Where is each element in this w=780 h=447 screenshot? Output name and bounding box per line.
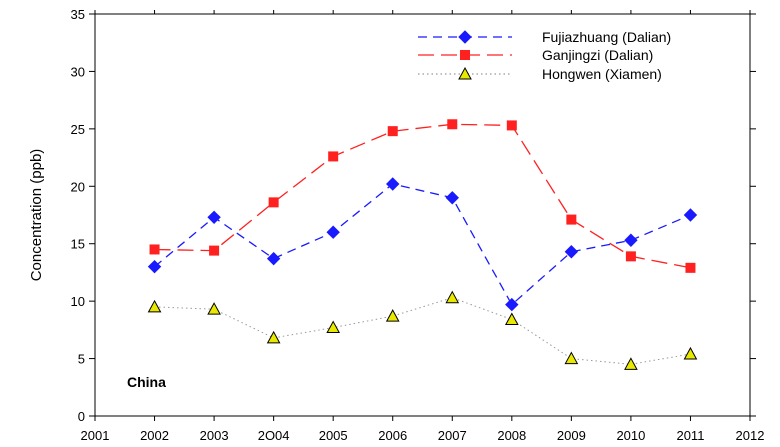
axes: [94, 13, 751, 417]
x-tick-label: 2009: [557, 428, 586, 443]
data-point-hongwen-2009: [564, 351, 579, 365]
ticks: 2001 2002 2003 2O04 2005 2006 2007 2008 2009 2010…: [71, 7, 765, 443]
data-point-fujiazhuang-2006: [386, 177, 400, 191]
series-line-hongwen: [154, 297, 691, 365]
data-point-fujiazhuang-2003: [207, 210, 221, 225]
data-point-fujiazhuang-2009: [564, 245, 579, 259]
data-point-hongwen-2006: [385, 309, 400, 322]
x-tick-label: 2010: [616, 428, 645, 443]
data-point-fujiazhuang-2005: [326, 225, 340, 239]
legend-marker-ganjingzi: [460, 50, 470, 60]
data-point-hongwen-2008: [504, 312, 519, 326]
data-point-hongwen-2007: [445, 290, 460, 304]
data-point-fujiazhuang-2007: [445, 191, 459, 205]
data-point-fujiazhuang-2004: [266, 251, 281, 266]
data-point-hongwen-2010: [624, 357, 638, 370]
legend-item-ganjingzi: Ganjingzi (Dalian): [418, 47, 653, 63]
legend-marker-fujiazhuang: [458, 30, 472, 44]
data-point-ganjingzi-2003: [209, 245, 220, 256]
series-hongwen: [147, 290, 698, 370]
data-point-ganjingzi-2002: [149, 244, 160, 255]
y-tick-label: 25: [71, 122, 85, 137]
y-tick-label: 5: [78, 352, 85, 367]
data-point-fujiazhuang-2002: [147, 259, 162, 274]
series-ganjingzi: [149, 119, 696, 273]
data-point-hongwen-2011: [683, 346, 698, 360]
legend-item-fujiazhuang: Fujiazhuang (Dalian): [418, 29, 671, 45]
x-tick-label: 2012: [736, 428, 765, 443]
data-point-fujiazhuang-2010: [624, 233, 638, 247]
x-tick-label: 2003: [200, 428, 229, 443]
data-point-ganjingzi-2010: [625, 251, 636, 262]
y-tick-label: 15: [71, 237, 85, 252]
x-tick-label: 2007: [438, 428, 467, 443]
series-line-ganjingzi: [154, 123, 691, 269]
x-tick-label: 2008: [497, 428, 526, 443]
plot-frame: [94, 13, 751, 417]
data-point-ganjingzi-2008: [506, 120, 517, 131]
china-annotation: China: [127, 374, 166, 390]
data-point-hongwen-2003: [207, 302, 221, 315]
y-axis-label: Concentration (ppb): [28, 149, 45, 282]
x-tick-label: 2O04: [258, 428, 290, 443]
y-tick-label: 20: [71, 179, 85, 194]
data-point-ganjingzi-2009: [566, 214, 577, 225]
data-point-ganjingzi-2011: [685, 262, 696, 273]
x-tick-label: 2001: [81, 428, 110, 443]
series-line-fujiazhuang: [154, 183, 691, 306]
data-point-hongwen-2002: [147, 299, 162, 313]
x-tick-label: 2002: [140, 428, 169, 443]
data-point-hongwen-2004: [266, 330, 281, 344]
x-tick-label: 2005: [319, 428, 348, 443]
x-tick-label: 2011: [676, 428, 704, 443]
data-point-fujiazhuang-2008: [505, 297, 519, 312]
data-point-ganjingzi-2005: [328, 151, 339, 162]
series-fujiazhuang: [147, 177, 698, 312]
legend: Fujiazhuang (Dalian) Ganjingzi (Dalian) Ho…: [418, 29, 671, 82]
legend-label-ganjingzi: Ganjingzi (Dalian): [542, 47, 653, 63]
legend-item-hongwen: Hongwen (Xiamen): [418, 66, 662, 82]
data-point-ganjingzi-2006: [387, 126, 398, 137]
data-point-fujiazhuang-2011: [683, 208, 698, 222]
y-tick-label: 0: [78, 409, 85, 424]
data-point-hongwen-2005: [326, 320, 341, 334]
x-tick-label: 2006: [378, 428, 407, 443]
y-tick-label: 35: [71, 7, 85, 22]
legend-marker-hongwen: [458, 66, 472, 80]
legend-label-hongwen: Hongwen (Xiamen): [542, 66, 662, 82]
series: [147, 119, 698, 370]
data-point-ganjingzi-2007: [447, 119, 458, 130]
data-point-ganjingzi-2004: [268, 197, 279, 208]
y-tick-label: 10: [71, 294, 85, 309]
y-tick-label: 30: [71, 64, 85, 79]
legend-label-fujiazhuang: Fujiazhuang (Dalian): [542, 29, 671, 45]
